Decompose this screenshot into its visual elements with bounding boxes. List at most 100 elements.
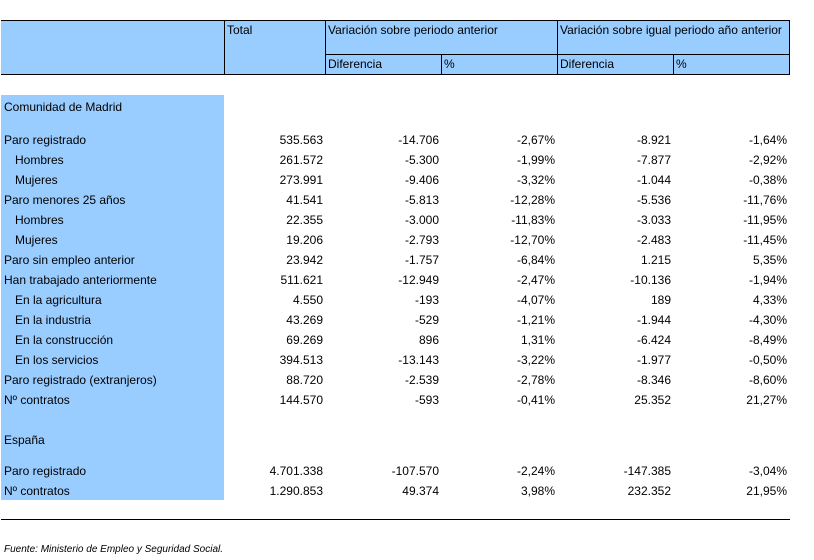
cell-total: 273.991 bbox=[279, 173, 323, 187]
cell-diff-last-year: -1.977 bbox=[636, 353, 671, 367]
cell-pct-last-year: -8,49% bbox=[748, 333, 787, 347]
cell-diff-previous: -5.300 bbox=[404, 153, 439, 167]
cell-pct-last-year: 21,27% bbox=[746, 393, 787, 407]
cell-pct-previous: -4,07% bbox=[516, 293, 555, 307]
row-label: Paro registrado (extranjeros) bbox=[4, 373, 157, 387]
cell-diff-last-year: -2.483 bbox=[636, 233, 671, 247]
header-divider-2 bbox=[325, 20, 326, 75]
row-label: En los servicios bbox=[15, 353, 99, 367]
cell-pct-last-year: -8,60% bbox=[748, 373, 787, 387]
row-label: En la agricultura bbox=[15, 293, 102, 307]
row-label: Nº contratos bbox=[4, 484, 70, 498]
cell-pct-previous: -2,47% bbox=[516, 273, 555, 287]
section-title-madrid: Comunidad de Madrid bbox=[4, 100, 123, 114]
cell-diff-previous: -2.539 bbox=[404, 373, 439, 387]
cell-pct-last-year: -11,45% bbox=[743, 233, 787, 247]
cell-pct-previous: -2,67% bbox=[516, 133, 555, 147]
cell-pct-previous: -3,32% bbox=[516, 173, 555, 187]
table-row: En los servicios 394.513 -13.143 -3,22% -1.9… bbox=[0, 350, 790, 370]
row-label: Nº contratos bbox=[4, 393, 70, 407]
cell-pct-previous: -1,21% bbox=[516, 313, 555, 327]
row-label: Mujeres bbox=[15, 233, 58, 247]
row-label: Hombres bbox=[15, 153, 64, 167]
header-variation-same-period-last-year: Variación sobre igual periodo año anteri… bbox=[560, 23, 782, 37]
cell-pct-last-year: 5,35% bbox=[752, 253, 787, 267]
header-pct-2: % bbox=[676, 57, 687, 71]
table-row: Mujeres 273.991 -9.406 -3,32% -1.044 -0,38% bbox=[0, 170, 790, 190]
cell-diff-previous: 896 bbox=[418, 333, 439, 347]
table-row: Paro registrado (extranjeros) 88.720 -2.53… bbox=[0, 370, 790, 390]
row-label: Paro registrado bbox=[4, 133, 87, 147]
cell-total: 4.701.338 bbox=[269, 464, 323, 478]
table-row: En la agricultura 4.550 -193 -4,07% 189 4,33% bbox=[0, 290, 790, 310]
table-row: Han trabajado anteriormente 511.621 -12.94… bbox=[0, 270, 790, 290]
cell-diff-last-year: -147.385 bbox=[623, 464, 671, 478]
cell-diff-previous: -593 bbox=[414, 393, 439, 407]
cell-pct-last-year: -3,04% bbox=[748, 464, 787, 478]
cell-pct-last-year: -0,50% bbox=[748, 353, 787, 367]
row-label: Hombres bbox=[15, 213, 64, 227]
header-total: Total bbox=[227, 23, 253, 37]
cell-diff-last-year: 1.215 bbox=[640, 253, 671, 267]
cell-pct-last-year: -1,64% bbox=[748, 133, 787, 147]
cell-total: 511.621 bbox=[280, 273, 324, 287]
cell-diff-last-year: 189 bbox=[650, 293, 671, 307]
header-divider-4 bbox=[557, 20, 558, 75]
cell-diff-previous: -2.793 bbox=[404, 233, 439, 247]
section-title-espana: España bbox=[4, 433, 45, 447]
table-row: Paro sin empleo anterior 23.942 -1.757 -6,8… bbox=[0, 250, 790, 270]
table-row: Mujeres 19.206 -2.793 -12,70% -2.483 -11,45% bbox=[0, 230, 790, 250]
header-border-top bbox=[1, 20, 790, 21]
header-background bbox=[1, 20, 790, 75]
header-divider-1 bbox=[224, 20, 225, 75]
header-divider-right bbox=[789, 20, 790, 75]
table-row: Nº contratos 144.570 -593 -0,41% 25.352 21,27… bbox=[0, 390, 790, 410]
table-row: Paro registrado 4.701.338 -107.570 -2,24% -1… bbox=[0, 461, 790, 481]
cell-diff-previous: -14.706 bbox=[398, 133, 439, 147]
cell-pct-previous: -2,78% bbox=[516, 373, 555, 387]
table-row: Hombres 261.572 -5.300 -1,99% -7.877 -2,92% bbox=[0, 150, 790, 170]
cell-total: 394.513 bbox=[279, 353, 323, 367]
row-label: Paro sin empleo anterior bbox=[4, 253, 135, 267]
cell-diff-last-year: -1.044 bbox=[636, 173, 671, 187]
cell-diff-previous: -1.757 bbox=[404, 253, 439, 267]
cell-pct-last-year: -4,30% bbox=[748, 313, 787, 327]
header-variation-previous-period: Variación sobre periodo anterior bbox=[328, 23, 498, 37]
cell-diff-previous: -529 bbox=[414, 313, 439, 327]
cell-pct-previous: 1,31% bbox=[520, 333, 555, 347]
cell-pct-last-year: -2,92% bbox=[748, 153, 787, 167]
row-label: En la construcción bbox=[15, 333, 114, 347]
cell-diff-last-year: -5.536 bbox=[636, 193, 671, 207]
cell-total: 23.942 bbox=[286, 253, 323, 267]
row-label: Mujeres bbox=[15, 173, 58, 187]
header-diff-2: Diferencia bbox=[560, 57, 615, 71]
cell-total: 88.720 bbox=[286, 373, 323, 387]
cell-total: 43.269 bbox=[286, 313, 323, 327]
cell-diff-previous: -12.949 bbox=[398, 273, 439, 287]
cell-total: 144.570 bbox=[279, 393, 323, 407]
cell-diff-last-year: -6.424 bbox=[636, 333, 671, 347]
row-label: En la industria bbox=[15, 313, 92, 327]
cell-diff-last-year: -7.877 bbox=[636, 153, 671, 167]
cell-pct-previous: -3,22% bbox=[516, 353, 555, 367]
cell-diff-last-year: -10.136 bbox=[630, 273, 671, 287]
cell-total: 19.206 bbox=[286, 233, 323, 247]
cell-diff-previous: -5.813 bbox=[404, 193, 439, 207]
cell-diff-last-year: -3.033 bbox=[636, 213, 671, 227]
header-border-bottom bbox=[1, 74, 790, 75]
cell-total: 535.563 bbox=[279, 133, 323, 147]
cell-pct-previous: -2,24% bbox=[516, 464, 555, 478]
cell-total: 1.290.853 bbox=[269, 484, 323, 498]
table-row: En la industria 43.269 -529 -1,21% -1.944 -4,… bbox=[0, 310, 790, 330]
cell-pct-previous: -0,41% bbox=[516, 393, 555, 407]
label-column-background bbox=[1, 95, 224, 500]
cell-total: 261.572 bbox=[279, 153, 323, 167]
cell-pct-last-year: 4,33% bbox=[752, 293, 787, 307]
table-row: Nº contratos 1.290.853 49.374 3,98% 232.352 2… bbox=[0, 481, 790, 501]
cell-pct-previous: -11,83% bbox=[511, 213, 555, 227]
table-row: Hombres 22.355 -3.000 -11,83% -3.033 -11,95% bbox=[0, 210, 790, 230]
cell-total: 22.355 bbox=[286, 213, 323, 227]
cell-total: 41.541 bbox=[286, 193, 323, 207]
table-row: Paro menores 25 años 41.541 -5.813 -12,28% -… bbox=[0, 190, 790, 210]
header-diff-1: Diferencia bbox=[328, 57, 383, 71]
